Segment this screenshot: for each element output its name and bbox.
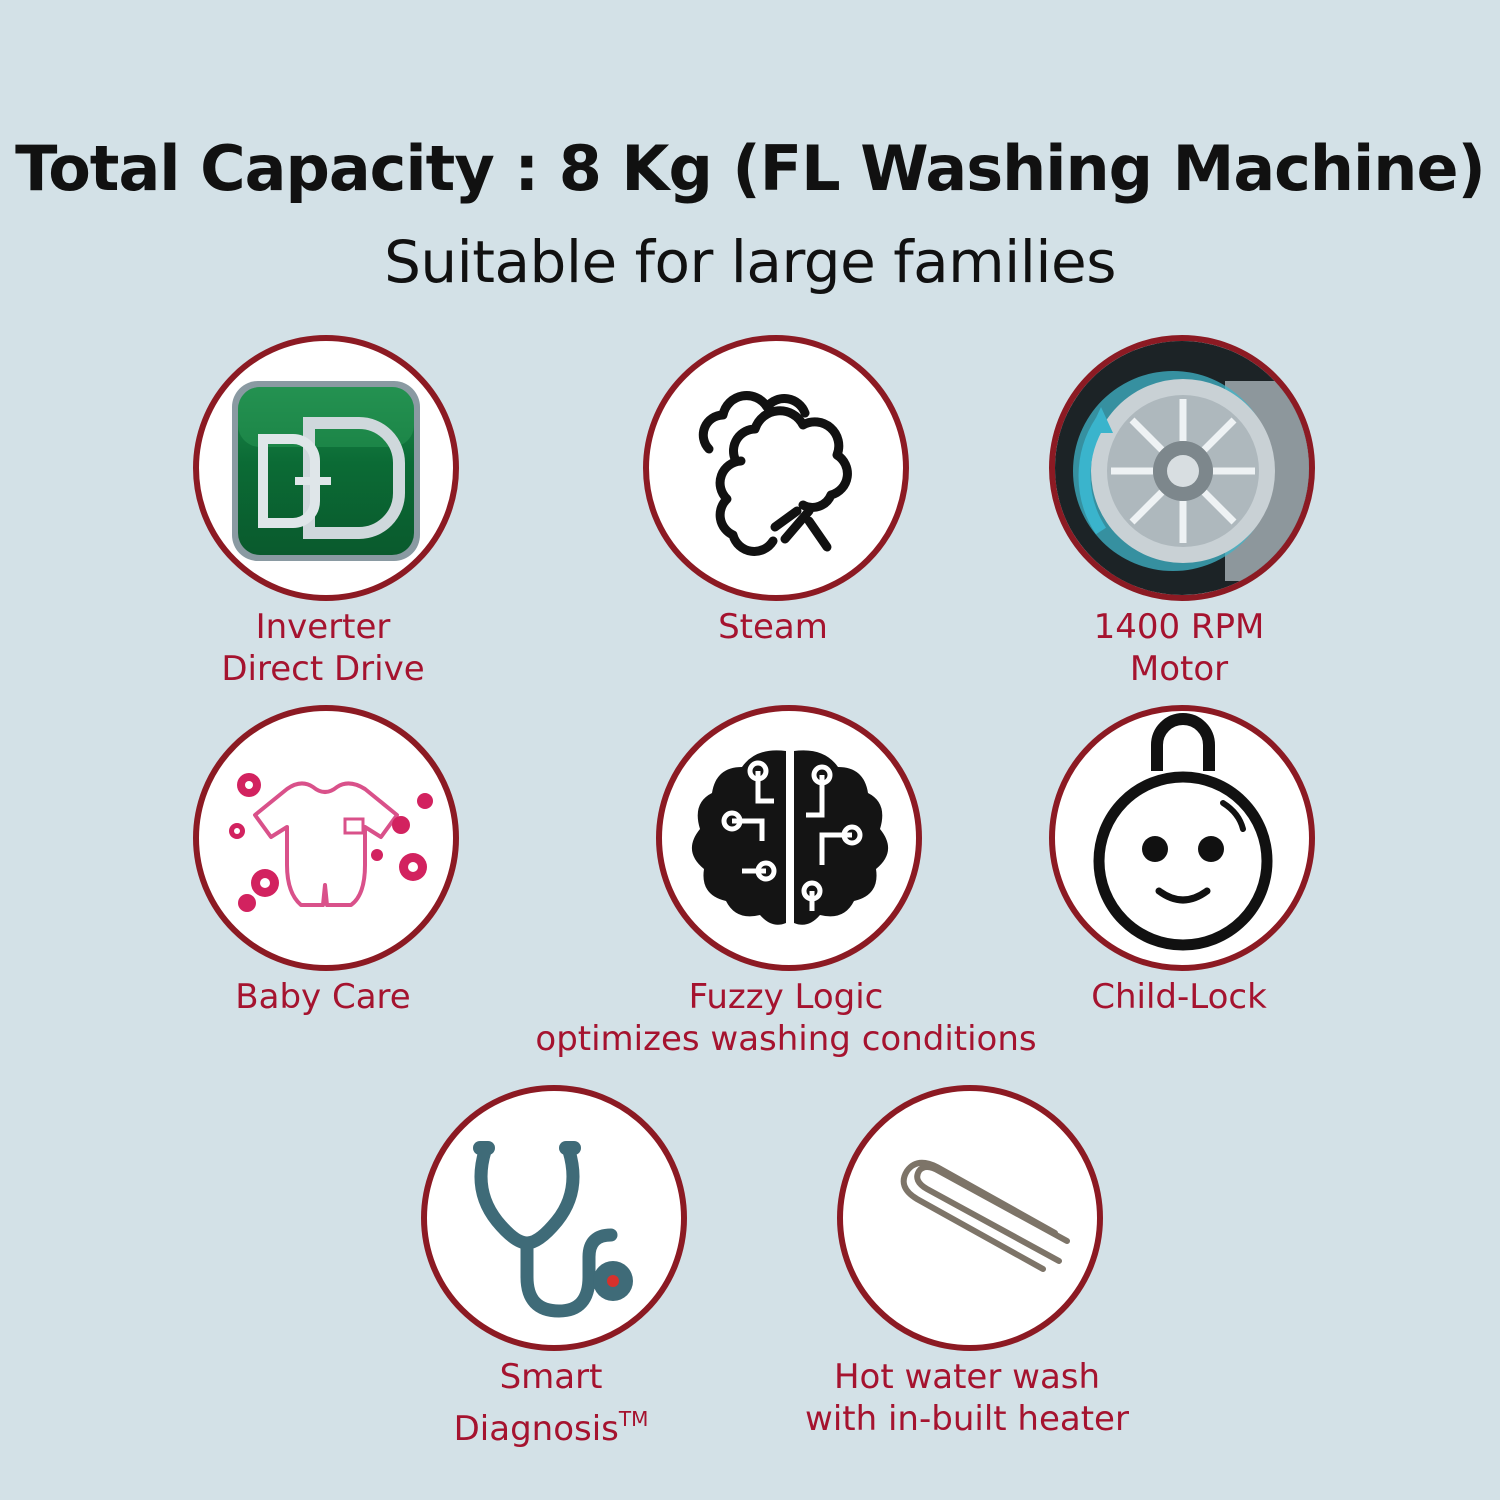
feature-label-inverter: Inverter Direct Drive (63, 606, 583, 690)
feature-label-line: DiagnosisTM (291, 1398, 811, 1450)
motor-badge (1049, 335, 1315, 601)
feature-label-line: Direct Drive (221, 649, 425, 689)
feature-label-line: 1400 RPM (1093, 607, 1265, 647)
feature-label-hot-water: Hot water wash with in-built heater (707, 1356, 1227, 1440)
feature-label-steam: Steam (513, 606, 1033, 648)
circuit-brain-icon (691, 749, 889, 925)
page-title: Total Capacity : 8 Kg (FL Washing Machin… (15, 132, 1486, 205)
inverter-direct-drive-badge (193, 335, 459, 601)
feature-label-line: optimizes washing conditions (535, 1019, 1037, 1059)
child-lock-badge (1049, 705, 1315, 971)
motor-drum-icon (1055, 341, 1309, 595)
hot-water-wash-badge (837, 1085, 1103, 1351)
stethoscope-icon (473, 1141, 633, 1318)
feature-label-fuzzy-logic: Fuzzy Logic optimizes washing conditions (526, 976, 1046, 1060)
feature-label-motor: 1400 RPM Motor (919, 606, 1439, 690)
smart-diagnosis-badge (421, 1085, 687, 1351)
baby-care-badge (193, 705, 459, 971)
feature-label-baby-care: Baby Care (63, 976, 583, 1018)
steam-cloud-icon (698, 391, 852, 556)
page-subtitle: Suitable for large families (384, 228, 1116, 296)
feature-label-text: Diagnosis (453, 1409, 619, 1449)
baby-clothes-flowers-icon (229, 773, 433, 912)
smiley-lock-icon (1093, 713, 1273, 951)
feature-label-line: Smart (499, 1357, 603, 1397)
feature-label-line: Steam (718, 607, 828, 647)
feature-label-smart-diagnosis: Smart DiagnosisTM (291, 1356, 811, 1450)
feature-label-line: Child-Lock (1091, 977, 1267, 1017)
feature-label-line: Inverter (255, 607, 391, 647)
feature-label-line: with in-built heater (805, 1399, 1129, 1439)
feature-label-line: Baby Care (235, 977, 411, 1017)
steam-badge (643, 335, 909, 601)
feature-label-child-lock: Child-Lock (919, 976, 1439, 1018)
direct-drive-logo-icon (232, 381, 420, 561)
trademark-mark: TM (618, 1407, 649, 1431)
feature-label-line: Hot water wash (833, 1357, 1101, 1397)
feature-label-line: Motor (1129, 649, 1229, 689)
feature-label-line: Fuzzy Logic (688, 977, 884, 1017)
fuzzy-logic-badge (656, 705, 922, 971)
heater-element-icon (900, 1159, 1070, 1272)
